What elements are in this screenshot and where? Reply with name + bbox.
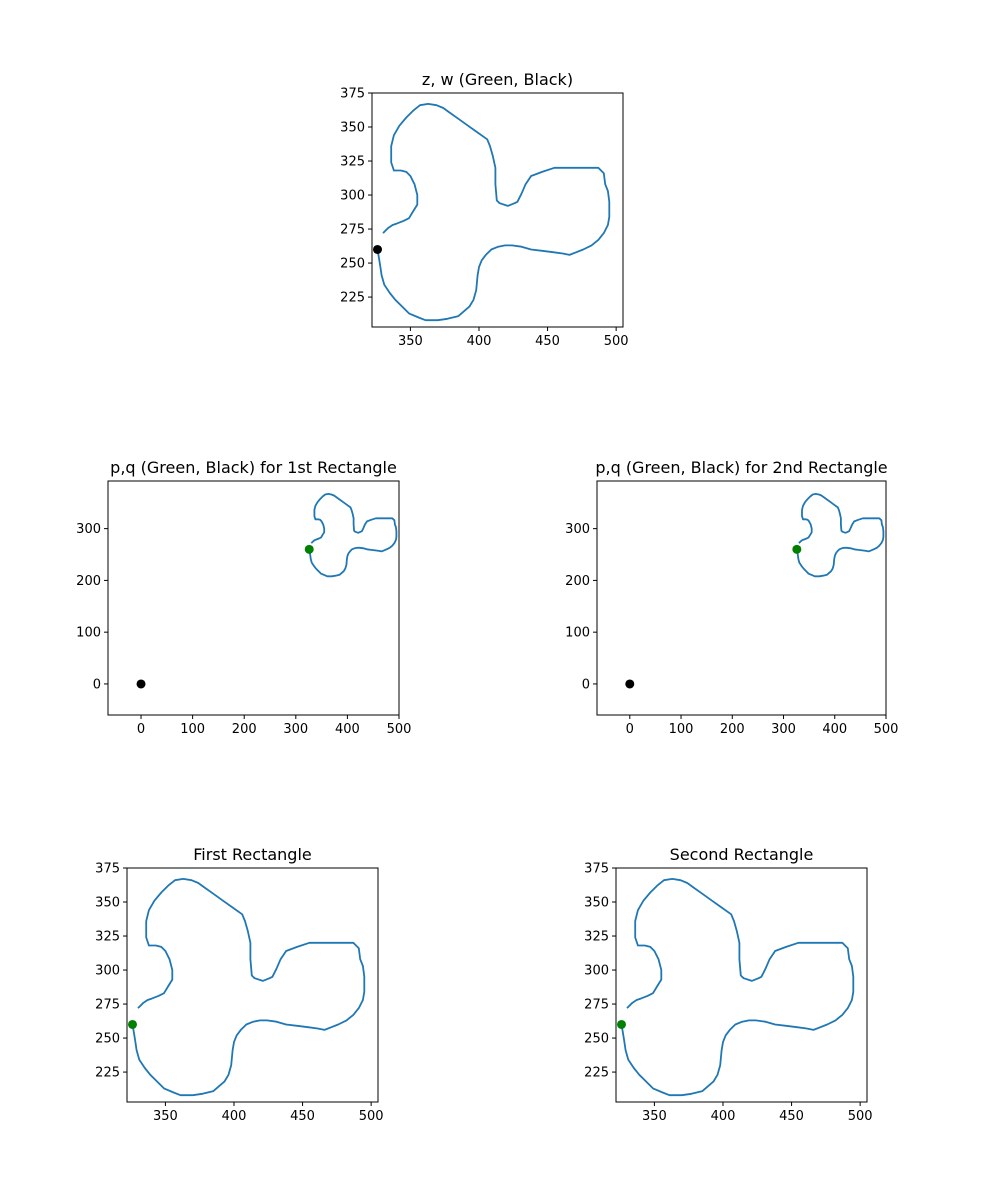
- y-tick-label: 300: [584, 964, 609, 979]
- x-tick-label: 500: [848, 1109, 873, 1124]
- y-tick-label: 0: [93, 677, 101, 692]
- y-tick-label: 275: [95, 998, 120, 1013]
- y-tick-label: 250: [95, 1032, 120, 1047]
- chart-title: Second Rectangle: [670, 845, 814, 864]
- chart-title: p,q (Green, Black) for 1st Rectangle: [110, 458, 397, 477]
- y-tick-label: 275: [584, 998, 609, 1013]
- y-tick-label: 325: [340, 155, 365, 170]
- chart-title: p,q (Green, Black) for 2nd Rectangle: [595, 458, 887, 477]
- axes-frame: [107, 480, 400, 716]
- y-tick-label: 225: [340, 291, 365, 306]
- y-tick-label: 300: [565, 522, 590, 537]
- subplot-middle-left: p,q (Green, Black) for 1st Rectangle 0 100…: [76, 458, 411, 737]
- chart-title: First Rectangle: [193, 845, 311, 864]
- x-tick-label: 350: [153, 1109, 178, 1124]
- x-tick-label: 500: [359, 1109, 384, 1124]
- shape-curve: [620, 878, 855, 1097]
- x-tick-label: 200: [720, 722, 745, 737]
- x-tick-label: 450: [535, 334, 560, 349]
- black-point: [372, 244, 382, 254]
- x-tick-label: 300: [771, 722, 796, 737]
- chart-title: z, w (Green, Black): [422, 70, 573, 89]
- axes-frame: [126, 867, 379, 1103]
- x-tick-label: 400: [467, 334, 492, 349]
- x-tick-label: 0: [137, 722, 145, 737]
- x-tick-label: 200: [232, 722, 257, 737]
- y-tick-label: 225: [95, 1066, 120, 1081]
- x-tick-label: 500: [387, 722, 412, 737]
- green-point: [127, 1019, 137, 1029]
- x-tick-label: 500: [604, 334, 629, 349]
- y-tick-label: 325: [584, 930, 609, 945]
- y-tick-label: 100: [76, 626, 101, 641]
- y-tick-label: 250: [340, 257, 365, 272]
- x-tick-label: 400: [222, 1109, 247, 1124]
- y-tick-label: 225: [584, 1066, 609, 1081]
- axes-frame: [371, 92, 624, 328]
- x-tick-label: 350: [642, 1109, 667, 1124]
- x-tick-label: 500: [874, 722, 899, 737]
- x-tick-label: 450: [779, 1109, 804, 1124]
- subplot-top: z, w (Green, Black) 350 400 450 500 225 250 275…: [340, 70, 628, 349]
- y-tick-label: 300: [340, 189, 365, 204]
- axes-frame: [596, 480, 887, 716]
- x-tick-label: 350: [398, 334, 423, 349]
- x-tick-label: 400: [335, 722, 360, 737]
- y-tick-label: 0: [582, 677, 590, 692]
- y-tick-label: 350: [95, 896, 120, 911]
- y-tick-label: 275: [340, 223, 365, 238]
- y-tick-label: 100: [565, 626, 590, 641]
- x-tick-label: 300: [283, 722, 308, 737]
- subplot-bottom-left: First Rectangle 350 400 450 500 225 250 275 300 3…: [95, 845, 383, 1124]
- x-tick-label: 400: [711, 1109, 736, 1124]
- y-tick-label: 375: [95, 862, 120, 877]
- axes-frame: [615, 867, 868, 1103]
- y-tick-label: 350: [340, 121, 365, 136]
- shape-curve: [795, 493, 885, 578]
- x-tick-label: 100: [180, 722, 205, 737]
- y-tick-label: 300: [76, 522, 101, 537]
- y-tick-label: 325: [95, 930, 120, 945]
- x-tick-label: 400: [822, 722, 847, 737]
- x-tick-label: 450: [290, 1109, 315, 1124]
- green-point: [616, 1019, 626, 1029]
- shape-curve: [308, 493, 398, 578]
- y-tick-label: 200: [565, 574, 590, 589]
- green-point: [304, 544, 314, 554]
- y-tick-label: 250: [584, 1032, 609, 1047]
- x-tick-label: 0: [626, 722, 634, 737]
- x-tick-label: 100: [669, 722, 694, 737]
- black-point: [136, 679, 146, 689]
- shape-curve: [376, 103, 611, 322]
- subplot-middle-right: p,q (Green, Black) for 2nd Rectangle 0 100…: [565, 458, 898, 737]
- subplot-bottom-right: Second Rectangle 350 400 450 500 225 250 275 300…: [584, 845, 872, 1124]
- black-point: [625, 679, 635, 689]
- y-tick-label: 375: [584, 862, 609, 877]
- green-point: [792, 544, 802, 554]
- y-tick-label: 375: [340, 87, 365, 102]
- y-tick-label: 200: [76, 574, 101, 589]
- y-tick-label: 350: [584, 896, 609, 911]
- shape-curve: [131, 878, 366, 1097]
- y-tick-label: 300: [95, 964, 120, 979]
